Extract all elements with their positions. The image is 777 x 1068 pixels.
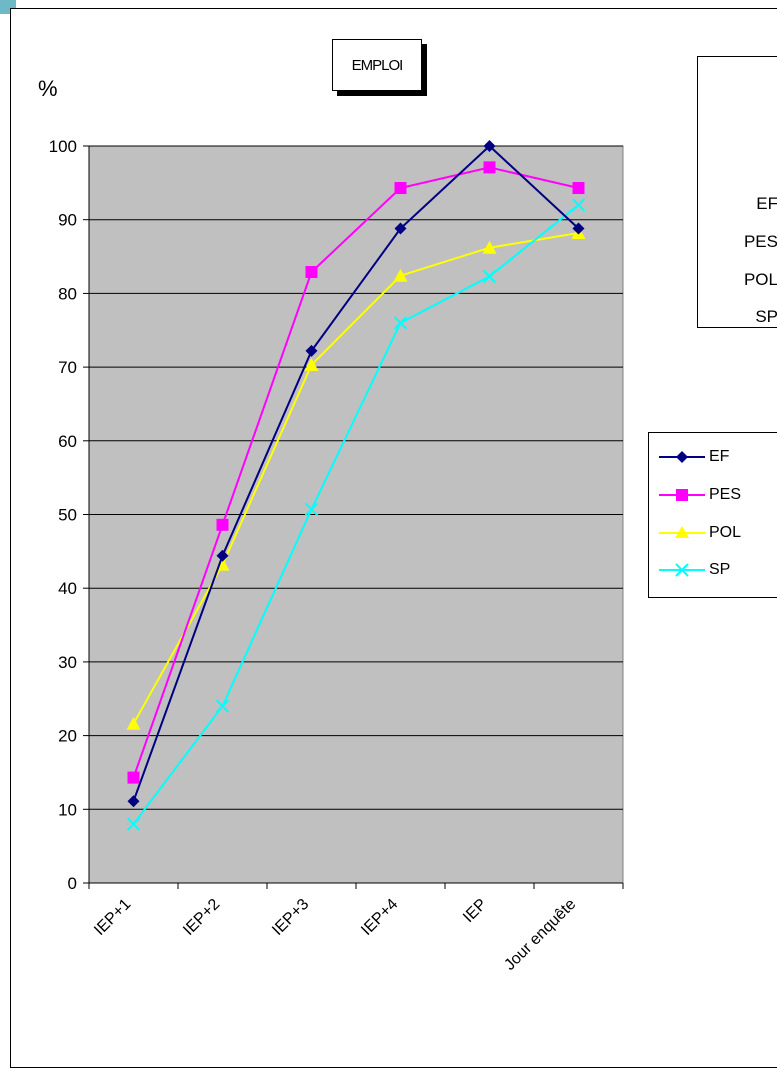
y-tick-label-10: 10	[58, 800, 77, 819]
legend-entry-sp: SP	[657, 560, 730, 580]
legend: EF PES POL SP	[648, 432, 777, 598]
side-label-ef: EF	[756, 194, 777, 213]
point-pol-0	[126, 716, 141, 730]
y-tick-label-40: 40	[58, 579, 77, 598]
y-axis-label: %	[38, 76, 58, 101]
series-line-sp	[132, 204, 580, 825]
side-label-pol: POL	[743, 270, 777, 289]
x-tick-label-3: IEP+4	[358, 896, 401, 939]
point-sp-1	[215, 699, 230, 713]
series-line-pol	[132, 231, 579, 725]
point-pol-3	[393, 268, 408, 282]
point-sp-5	[571, 198, 586, 212]
legend-marker-sp	[659, 563, 705, 577]
point-pes-4	[483, 161, 496, 174]
point-pes-3	[394, 182, 407, 195]
point-sp-2	[304, 502, 319, 517]
series-line-ef	[132, 144, 580, 802]
series-label-box: EF PES POL SP	[697, 56, 777, 328]
point-sp-3	[393, 316, 408, 330]
point-pes-0	[127, 771, 140, 784]
point-pol-2	[304, 357, 319, 371]
point-sp-0	[126, 817, 141, 831]
y-tick-label-20: 20	[58, 727, 77, 746]
legend-marker-pes	[659, 489, 705, 501]
point-ef-0	[127, 795, 140, 808]
series-line-pes	[132, 166, 579, 778]
point-pes-5	[572, 182, 585, 195]
point-sp-4	[482, 269, 497, 284]
point-ef-1	[216, 549, 229, 562]
chart-canvas: 0 10 20 30 40 50 60 70 80 90 100 IEP+1 IEP+2 IEP+3 IEP…	[49, 137, 624, 974]
y-tick-label-90: 90	[58, 211, 77, 230]
legend-entry-pol: POL	[657, 523, 741, 543]
legend-label-pes: PES	[709, 486, 742, 503]
x-tick-label-5: Jour enquête	[501, 896, 579, 974]
chart-title-text: EMPLOI	[351, 56, 404, 74]
y-tick-label-0: 0	[68, 874, 77, 893]
point-ef-5	[572, 222, 585, 235]
point-pol-4	[482, 240, 497, 254]
legend-marker-ef	[659, 451, 705, 463]
point-pes-2	[305, 266, 318, 279]
y-tick-label-100: 100	[49, 137, 77, 156]
legend-marker-pol	[659, 526, 705, 538]
legend-label-ef: EF	[709, 448, 730, 465]
y-tick-label-70: 70	[58, 358, 77, 377]
side-label-pes: PES	[743, 232, 777, 251]
side-label-sp: SP	[755, 307, 777, 326]
point-ef-2	[305, 344, 318, 357]
x-tick-label-4: IEP	[460, 896, 490, 926]
legend-entry-pes: PES	[657, 485, 741, 505]
chart-title: EMPLOI	[332, 39, 422, 91]
y-tick-label-80: 80	[58, 284, 77, 303]
x-tick-label-0: IEP+1	[91, 896, 134, 939]
y-tick-label-50: 50	[58, 506, 77, 525]
legend-entry-ef: EF	[657, 447, 729, 467]
legend-label-sp: SP	[709, 561, 731, 578]
legend-label-pol: POL	[709, 524, 742, 541]
y-tick-label-60: 60	[58, 432, 77, 451]
x-tick-label-1: IEP+2	[180, 896, 223, 939]
point-ef-4	[483, 140, 496, 152]
x-tick-label-2: IEP+3	[269, 896, 312, 939]
point-ef-3	[394, 222, 407, 235]
point-pes-1	[216, 518, 229, 531]
y-tick-label-30: 30	[58, 653, 77, 672]
